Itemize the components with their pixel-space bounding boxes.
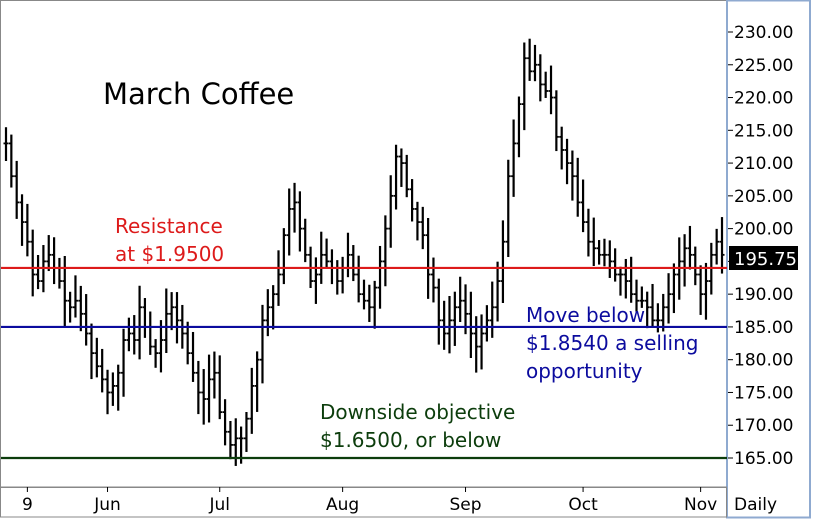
objective-annotation-line-2: $1.6500, or below: [320, 428, 501, 452]
chart-title: March Coffee: [103, 77, 294, 111]
resistance-annotation-line-1: Resistance: [115, 214, 223, 238]
sell-annotation: Move below $1.8540 a selling opportunity: [526, 303, 705, 383]
price-tick-label: 170.00: [734, 416, 793, 436]
price-axis-frame: [726, 0, 811, 519]
price-tick-label: 165.00: [734, 449, 793, 469]
date-tick-label: Nov: [684, 495, 717, 515]
last-price-marker: [729, 246, 798, 270]
sell-annotation-line-1: Move below: [526, 303, 645, 327]
price-tick-label: 175.00: [734, 383, 793, 403]
level-lines: [1, 266, 727, 460]
price-tick-label: 220.00: [734, 89, 793, 109]
date-tick-label: 9: [22, 495, 33, 515]
date-axis-frame: [0, 486, 727, 518]
price-tick-label: 200.00: [734, 220, 793, 240]
price-tick-label: 225.00: [734, 56, 793, 76]
price-tick-label: 190.00: [734, 285, 793, 305]
price-bars: [3, 38, 725, 466]
sell-annotation-line-3: opportunity: [526, 359, 643, 383]
price-tick-label: 185.00: [734, 318, 793, 338]
objective-annotation-line-1: Downside objective: [320, 400, 515, 424]
last-price-label: 195.75: [734, 249, 797, 270]
objective-annotation: Downside objective $1.6500, or below: [320, 400, 522, 452]
date-tick-label: Sep: [449, 495, 481, 515]
date-tick-label: Aug: [326, 495, 359, 515]
date-tick-label: Oct: [568, 495, 598, 515]
price-tick-label: 215.00: [734, 121, 793, 141]
sell-annotation-line-2: $1.8540 a selling: [526, 331, 698, 355]
price-tick-label: 180.00: [734, 351, 793, 371]
date-tick-label: Jul: [208, 495, 230, 515]
price-tick-label: 205.00: [734, 187, 793, 207]
price-tick-label: 230.00: [734, 23, 793, 43]
resistance-annotation: Resistance at $1.9500: [115, 214, 229, 266]
date-tick-label: Jun: [93, 495, 121, 515]
date-axis-ticks: 9 Jun Jul Aug Sep Oct Nov: [22, 487, 717, 515]
resistance-annotation-line-2: at $1.9500: [115, 242, 224, 266]
period-label: Daily: [734, 495, 777, 515]
price-tick-label: 210.00: [734, 154, 793, 174]
